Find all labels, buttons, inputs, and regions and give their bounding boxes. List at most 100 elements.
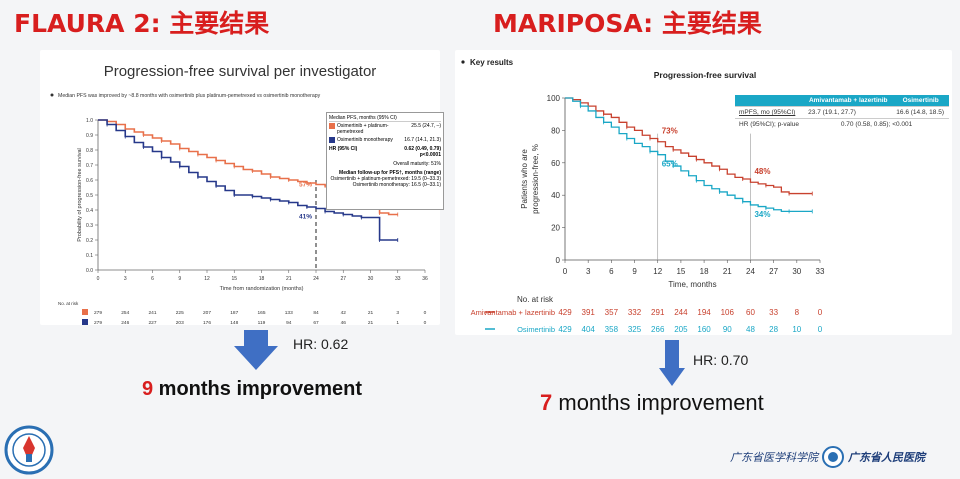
at-risk-value: 404 (582, 325, 596, 334)
at-risk-value: 279 (94, 310, 102, 316)
at-risk-value: 48 (746, 325, 755, 334)
institution-logo-left (4, 425, 54, 475)
right-hr-label: HR: 0.70 (693, 352, 749, 368)
left-improve-text: months improvement (153, 378, 363, 400)
at-risk-value: 42 (341, 310, 347, 316)
y-tick-label: 0.7 (86, 163, 93, 169)
at-risk-value: 357 (605, 308, 619, 317)
landmark-annotation: 48% (754, 167, 770, 176)
x-tick-label: 0 (97, 276, 100, 282)
x-tick-label: 33 (395, 276, 401, 282)
right-key-results: Key results (470, 58, 514, 67)
legend-hr-label: HR (95% CI) (329, 146, 358, 152)
at-risk-value: 8 (795, 308, 800, 317)
landmark-annotation: 34% (754, 210, 770, 219)
at-risk-value: 0 (818, 325, 823, 334)
at-risk-value: 0 (424, 310, 427, 316)
y-tick-label: 100 (547, 94, 561, 103)
at-risk-value: 227 (148, 320, 156, 325)
at-risk-value: 60 (746, 308, 755, 317)
right-results-table: Amivantamab + lazertinib Osimertinib mPF… (735, 95, 949, 130)
x-tick-label: 15 (676, 267, 685, 276)
at-risk-value: 325 (628, 325, 642, 334)
x-axis-title: Time from randomization (months) (220, 286, 304, 292)
at-risk-value: 254 (121, 310, 129, 316)
at-risk-value: 246 (121, 320, 129, 325)
at-risk-name: Osimertinib (517, 325, 555, 334)
at-risk-value: 119 (258, 320, 266, 325)
table-cell-label: HR (95%CI); p-value (735, 118, 805, 130)
series-line-1 (565, 97, 813, 195)
left-hr-label: HR: 0.62 (293, 336, 349, 352)
hospital-emblem-icon (822, 446, 844, 468)
at-risk-value: 3 (396, 310, 399, 316)
y-tick-label: 80 (551, 126, 560, 135)
institution-logo-right: 广东省医学科学院 广东省人民医院 (730, 446, 925, 468)
at-risk-value: 391 (582, 308, 596, 317)
x-tick-label: 36 (422, 276, 428, 282)
at-risk-value: 165 (257, 310, 265, 316)
at-risk-value: 28 (769, 325, 778, 334)
y-tick-label: 0.4 (86, 208, 93, 214)
right-improve-text: months improvement (552, 390, 764, 415)
at-risk-value: 225 (176, 310, 184, 316)
y-tick-label: 0.6 (86, 178, 93, 184)
at-risk-value: 429 (558, 325, 572, 334)
at-risk-value: 203 (176, 320, 184, 325)
at-risk-value: 148 (230, 320, 238, 325)
right-improve-number: 7 (540, 390, 553, 415)
series-line-2 (98, 119, 398, 241)
at-risk-value: 429 (558, 308, 572, 317)
table-row: HR (95%CI); p-value 0.70 (0.58, 0.85); <… (735, 118, 949, 130)
at-risk-value: 10 (792, 325, 801, 334)
legend-row-mono: Osimertinib monotherapy 16.7 (14.1, 21.3… (329, 137, 441, 143)
at-risk-value: 187 (230, 310, 238, 316)
table-cell-label: mPFS, mo (95%CI) (735, 106, 805, 119)
at-risk-value: 33 (769, 308, 778, 317)
legend-swatch (329, 123, 335, 129)
legend-p-value: p<0.0001 (419, 152, 441, 158)
x-tick-label: 18 (259, 276, 265, 282)
x-tick-label: 3 (586, 267, 591, 276)
right-down-arrow-icon (659, 340, 685, 386)
x-tick-label: 27 (340, 276, 346, 282)
legend-followup-1: Osimertinib + platinum-pemetrexed: 19.5 … (330, 176, 441, 182)
at-risk-value: 160 (697, 325, 711, 334)
x-tick-label: 24 (746, 267, 755, 276)
y-tick-label: 0.1 (86, 253, 93, 259)
left-improve-number: 9 (142, 378, 154, 400)
at-risk-value: 21 (368, 310, 374, 316)
y-tick-label: 0.9 (86, 133, 93, 139)
x-tick-label: 9 (178, 276, 181, 282)
legend-row-combo: Osimertinib + platinum-pemetrexed 25.5 (… (329, 123, 441, 135)
x-tick-label: 9 (632, 267, 637, 276)
right-chart-title: Progression-free survival (654, 70, 757, 80)
legend-value: 16.7 (14.1, 21.3) (404, 137, 441, 143)
bullet-dot-icon (461, 60, 465, 64)
legend-hr-value: 0.62 (0.49, 0.79) (404, 146, 441, 152)
legend-label: Osimertinib monotherapy (337, 137, 393, 143)
y-tick-label: 0.2 (86, 238, 93, 244)
at-risk-value: 1 (396, 320, 399, 325)
at-risk-value: 205 (674, 325, 688, 334)
legend-swatch (329, 137, 335, 143)
at-risk-value: 207 (203, 310, 211, 316)
legend-hr-row: HR (95% CI) 0.62 (0.49, 0.79) (329, 146, 441, 152)
y-tick-label: 0.5 (86, 193, 93, 199)
legend-maturity: Overall maturity: 51% (393, 161, 441, 167)
at-risk-value: 291 (651, 308, 665, 317)
legend-header: Median PFS, months (95% CI) (329, 115, 441, 122)
y-axis-title: Probability of progression-free survival (77, 148, 83, 242)
table-cell: 0.70 (0.58, 0.85); <0.001 (804, 118, 949, 130)
landmark-annotation: 65% (662, 160, 678, 169)
at-risk-value: 332 (628, 308, 642, 317)
hospital-name: 广东省人民医院 (848, 451, 925, 464)
x-tick-label: 12 (204, 276, 210, 282)
x-tick-label: 33 (816, 267, 825, 276)
at-risk-value: 0 (424, 320, 427, 325)
legend-label: Osimertinib + platinum-pemetrexed (337, 123, 389, 135)
x-tick-label: 27 (769, 267, 778, 276)
left-down-arrow-icon (234, 330, 278, 370)
at-risk-value: 244 (674, 308, 688, 317)
